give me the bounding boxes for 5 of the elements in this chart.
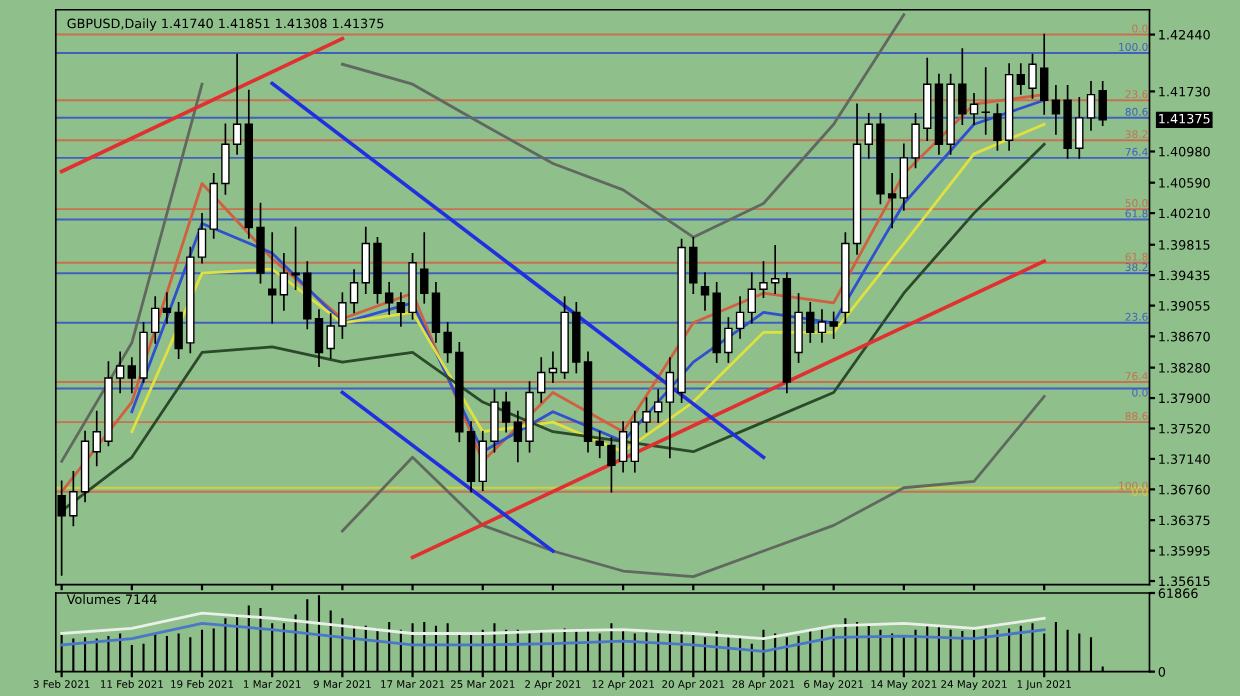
line-series <box>340 395 1046 579</box>
line-series <box>60 611 1046 640</box>
candlestick <box>981 67 990 135</box>
candlestick <box>267 232 277 324</box>
line-series <box>60 621 1046 653</box>
